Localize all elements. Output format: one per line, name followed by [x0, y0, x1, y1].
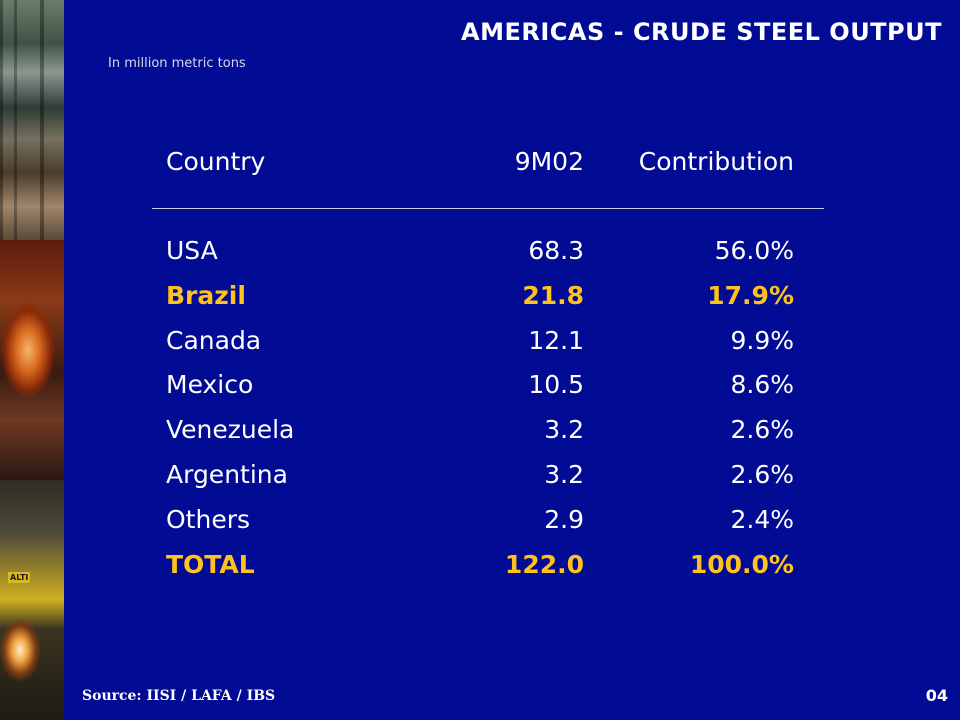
steel-mill-photo	[0, 0, 64, 240]
contribution-cell: 17.9%	[707, 280, 794, 310]
table-row: Brazil 21.8 17.9%	[152, 274, 824, 319]
value-cell: 12.1	[528, 325, 584, 355]
country-cell: Venezuela	[166, 415, 295, 445]
contribution-cell: 100.0%	[689, 549, 794, 579]
steel-output-table: Country 9M02 Contribution USA 68.3 56.0% Br…	[152, 140, 824, 587]
country-cell: Argentina	[166, 459, 288, 489]
country-cell: USA	[166, 236, 218, 265]
country-cell: TOTAL	[166, 549, 255, 579]
table-row: Venezuela 3.2 2.6%	[152, 408, 824, 453]
source-note: Source: IISI / LAFA / IBS	[82, 688, 276, 704]
unit-subtitle: In million metric tons	[108, 56, 246, 71]
value-cell: 10.5	[528, 370, 584, 400]
table-header-row: Country 9M02 Contribution	[152, 140, 824, 190]
contribution-cell: 2.6%	[730, 459, 794, 489]
value-cell: 122.0	[504, 549, 584, 579]
contribution-cell: 8.6%	[730, 370, 794, 400]
country-cell: Canada	[166, 325, 262, 355]
table-row: Others 2.9 2.4%	[152, 498, 824, 543]
country-cell: Brazil	[166, 280, 246, 310]
column-header-9m02: 9M02	[514, 147, 584, 176]
value-cell: 3.2	[544, 415, 584, 445]
column-header-contribution: Contribution	[638, 147, 794, 176]
table-body: USA 68.3 56.0% Brazil 21.8 17.9% Canada 12.1 9.9…	[152, 229, 824, 587]
photo-equipment-label: ALTI	[8, 572, 31, 583]
page-number: 04	[925, 686, 948, 705]
country-cell: Others	[166, 504, 251, 534]
contribution-cell: 56.0%	[714, 236, 794, 265]
contribution-cell: 2.4%	[730, 504, 794, 534]
molten-steel-photo	[0, 240, 64, 480]
column-header-country: Country	[166, 147, 266, 176]
table-row: Canada 12.1 9.9%	[152, 319, 824, 364]
header-divider	[152, 208, 824, 209]
value-cell: 2.9	[544, 504, 584, 534]
table-row: Argentina 3.2 2.6%	[152, 453, 824, 498]
table-row: TOTAL 122.0 100.0%	[152, 543, 824, 588]
table-row: Mexico 10.5 8.6%	[152, 363, 824, 408]
contribution-cell: 9.9%	[730, 325, 794, 355]
photo-strip: ALTI	[0, 0, 64, 720]
value-cell: 68.3	[528, 236, 584, 265]
slide-title: AMERICAS - CRUDE STEEL OUTPUT	[461, 18, 942, 46]
value-cell: 21.8	[522, 280, 584, 310]
contribution-cell: 2.6%	[730, 415, 794, 445]
furnace-photo	[0, 480, 64, 720]
value-cell: 3.2	[544, 459, 584, 489]
country-cell: Mexico	[166, 370, 254, 400]
table-row: USA 68.3 56.0%	[152, 229, 824, 274]
